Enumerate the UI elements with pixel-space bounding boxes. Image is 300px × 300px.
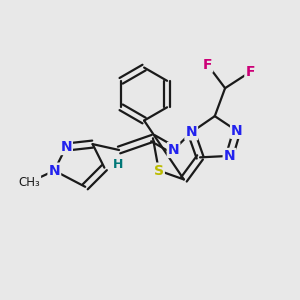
Text: CH₃: CH₃ (18, 176, 40, 189)
Text: F: F (245, 65, 255, 79)
Text: H: H (112, 158, 123, 171)
Text: N: N (168, 143, 179, 157)
Text: N: N (60, 140, 72, 154)
Text: F: F (203, 58, 212, 72)
Text: S: S (154, 164, 164, 178)
Text: N: N (224, 149, 235, 163)
Text: N: N (185, 125, 197, 139)
Text: N: N (231, 124, 243, 138)
Text: N: N (49, 164, 60, 178)
